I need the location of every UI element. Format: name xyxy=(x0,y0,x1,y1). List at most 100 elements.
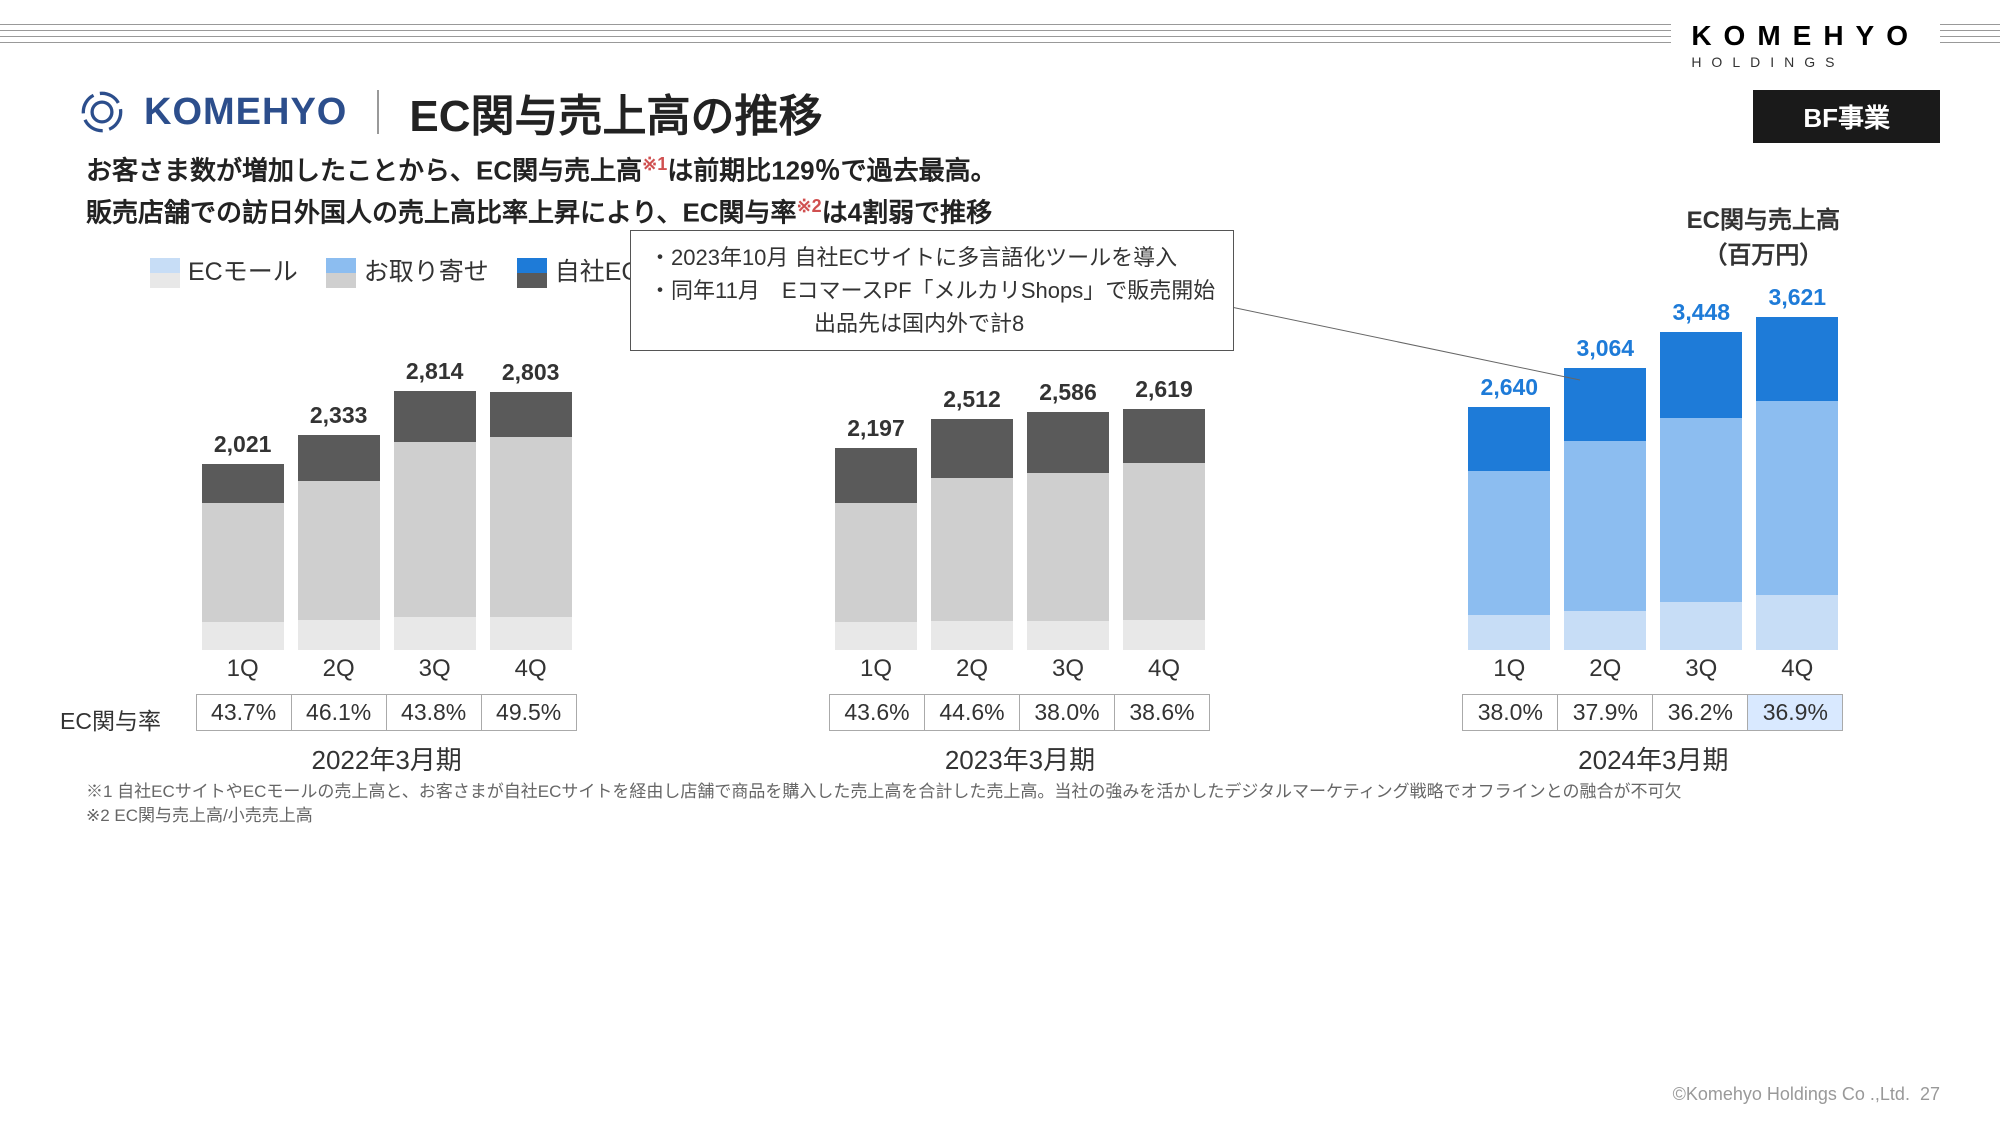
bar: 2,021 xyxy=(202,431,284,650)
chart-area: 2,0212,3332,8142,8032,1972,5122,5862,619… xyxy=(120,300,1920,650)
year-row: 2022年3月期2023年3月期2024年3月期 xyxy=(120,740,1920,777)
bar-segment xyxy=(1756,317,1838,402)
footnote-2: ※2 EC関与売上高/小売売上高 xyxy=(86,804,1681,828)
bar-segment xyxy=(394,617,476,650)
rate-row: 43.7%46.1%43.8%49.5% 43.6%44.6%38.0%38.6%… xyxy=(120,694,1920,731)
bar: 2,586 xyxy=(1027,379,1109,650)
year-label: 2023年3月期 xyxy=(753,740,1286,777)
bar-stack xyxy=(202,464,284,650)
quarter-group: 1Q 2Q 3Q 4Q xyxy=(120,655,653,683)
bar-stack xyxy=(931,419,1013,650)
bar-segment xyxy=(1660,602,1742,650)
rate-cell: 44.6% xyxy=(924,694,1020,731)
bar: 2,333 xyxy=(298,402,380,650)
bar-segment xyxy=(1468,471,1550,615)
callout-line1: ・2023年10月 自社ECサイトに多言語化ツールを導入 xyxy=(649,241,1215,274)
corp-name: KOMEHYO xyxy=(1691,20,1920,52)
bar-segment xyxy=(1123,463,1205,620)
bar-total-label: 2,333 xyxy=(310,402,368,429)
axis-title: EC関与売上高 （百万円） xyxy=(1687,200,1840,270)
page-title: EC関与売上高の推移 xyxy=(409,80,822,144)
bar-stack xyxy=(1027,412,1109,650)
bar-segment xyxy=(202,464,284,503)
rate-group: 38.0%37.9%36.2%36.9% xyxy=(1387,694,1920,731)
bar-segment xyxy=(835,448,917,503)
bar-stack xyxy=(835,448,917,650)
bar-segment xyxy=(490,617,572,650)
bar-segment xyxy=(394,442,476,617)
rate-cell: 37.9% xyxy=(1557,694,1653,731)
subtitle-sup1: ※1 xyxy=(642,154,667,174)
bar: 3,621 xyxy=(1756,284,1838,650)
bar-segment xyxy=(1027,473,1109,620)
bar-total-label: 2,197 xyxy=(847,415,905,442)
bar-segment xyxy=(931,478,1013,621)
year-group: 2,0212,3332,8142,803 xyxy=(120,300,653,650)
bar-segment xyxy=(202,503,284,623)
quarter-label: 4Q xyxy=(490,655,572,683)
bar-segment xyxy=(1468,407,1550,471)
bar-segment xyxy=(835,622,917,650)
rate-cell: 43.8% xyxy=(386,694,482,731)
footnote-1: ※1 自社ECサイトやECモールの売上高と、お客さまが自社ECサイトを経由し店舗… xyxy=(86,780,1681,804)
quarter-label: 2Q xyxy=(298,655,380,683)
quarter-label: 1Q xyxy=(202,655,284,683)
bar-segment xyxy=(298,481,380,619)
quarter-label: 3Q xyxy=(1027,655,1109,683)
bar-segment xyxy=(1123,620,1205,650)
rate-cell: 38.6% xyxy=(1114,694,1210,731)
copyright: ©Komehyo Holdings Co .,Ltd. 27 xyxy=(1673,1084,1940,1105)
rate-cell: 49.5% xyxy=(481,694,577,731)
bar-total-label: 2,021 xyxy=(214,431,272,458)
rate-group: 43.6%44.6%38.0%38.6% xyxy=(753,694,1286,731)
copyright-text: ©Komehyo Holdings Co .,Ltd. xyxy=(1673,1084,1910,1104)
axis-title-1: EC関与売上高 xyxy=(1687,200,1840,235)
bar-segment xyxy=(1756,401,1838,594)
bar-total-label: 3,621 xyxy=(1769,284,1827,311)
bar-segment xyxy=(490,392,572,437)
quarter-label: 4Q xyxy=(1123,655,1205,683)
bar-stack xyxy=(1660,332,1742,650)
quarter-row: 1Q2Q3Q4Q1Q2Q3Q4Q1Q2Q3Q4Q xyxy=(120,655,1920,683)
callout-box: ・2023年10月 自社ECサイトに多言語化ツールを導入 ・同年11月 Eコマー… xyxy=(630,230,1234,351)
bar-segment xyxy=(202,622,284,650)
year-label: 2024年3月期 xyxy=(1387,740,1920,777)
quarter-label: 3Q xyxy=(394,655,476,683)
rate-group: 43.7%46.1%43.8%49.5% xyxy=(120,694,653,731)
bar-segment xyxy=(1123,409,1205,463)
rate-cell: 43.6% xyxy=(829,694,925,731)
legend-item: ECモール xyxy=(150,252,298,288)
rate-cell: 46.1% xyxy=(291,694,387,731)
page-number: 27 xyxy=(1920,1084,1940,1104)
title-row: KOMEHYO EC関与売上高の推移 xyxy=(80,80,822,144)
title-divider xyxy=(377,90,379,134)
quarter-label: 2Q xyxy=(1564,655,1646,683)
bar-segment xyxy=(1027,412,1109,473)
legend-item: お取り寄せ xyxy=(326,252,489,288)
quarter-label: 4Q xyxy=(1756,655,1838,683)
subtitle-2b: は4割弱で推移 xyxy=(822,198,992,228)
bar-stack xyxy=(1564,368,1646,650)
callout-line2: ・同年11月 EコマースPF「メルカリShops」で販売開始 xyxy=(649,274,1215,307)
corp-sub: HOLDINGS xyxy=(1691,54,1920,70)
subtitle-sup2: ※2 xyxy=(797,196,822,216)
bar-stack xyxy=(1756,317,1838,650)
quarter-group: 1Q2Q3Q4Q xyxy=(1387,655,1920,683)
bar-segment xyxy=(1468,615,1550,650)
subtitle-1a: お客さま数が増加したことから、EC関与売上高 xyxy=(86,156,642,186)
bar-segment xyxy=(490,437,572,617)
bar-stack xyxy=(1468,407,1550,650)
corp-logo: KOMEHYO HOLDINGS xyxy=(1671,20,1940,70)
bar: 2,640 xyxy=(1468,374,1550,650)
bar-stack xyxy=(394,391,476,650)
bar: 2,512 xyxy=(931,386,1013,650)
bar: 3,448 xyxy=(1660,299,1742,650)
bar-stack xyxy=(298,435,380,650)
bar: 2,814 xyxy=(394,358,476,650)
bar-segment xyxy=(298,435,380,481)
quarter-group: 1Q2Q3Q4Q xyxy=(753,655,1286,683)
subtitle: お客さま数が増加したことから、EC関与売上高※1は前期比129％で過去最高。 販… xyxy=(86,150,997,235)
bar-total-label: 2,814 xyxy=(406,358,464,385)
bar-segment xyxy=(298,620,380,650)
bar-segment xyxy=(931,621,1013,650)
